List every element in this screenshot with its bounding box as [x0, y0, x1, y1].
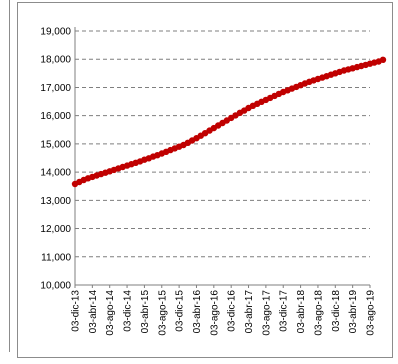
y-tick-label: 13,000: [40, 196, 71, 207]
x-tick-label: 03-dic-13: [71, 290, 82, 332]
y-tick-label: 12,000: [40, 224, 71, 235]
y-tick-label: 17,000: [40, 83, 71, 94]
x-tick-label: 03-abr-19: [348, 290, 359, 334]
x-tick-label: 03-dic-18: [331, 290, 342, 332]
y-tick-label: 16,000: [40, 111, 71, 122]
x-tick-label: 03-ago-14: [105, 290, 116, 336]
y-tick-label: 10,000: [40, 281, 71, 292]
x-tick-label: 03-abr-14: [88, 290, 99, 334]
x-tick-label: 03-ago-17: [261, 290, 272, 336]
x-tick-label: 03-dic-16: [227, 290, 238, 332]
x-tick-label: 03-dic-14: [123, 290, 134, 332]
y-tick-label: 14,000: [40, 168, 71, 179]
line-chart: 10,000 11,000 12,000 13,000 14,000 15,000 16,0…: [40, 27, 387, 336]
chart-area: 10,000 11,000 12,000 13,000 14,000 15,000 16,0…: [17, 2, 393, 358]
x-tick-label: 03-abr-15: [140, 290, 151, 334]
y-tick-label: 11,000: [41, 252, 71, 263]
x-tick-label: 03-ago-16: [209, 290, 220, 336]
y-tick-label: 18,000: [40, 55, 71, 66]
x-tick-label: 03-abr-17: [244, 290, 255, 334]
data-point: [379, 56, 387, 63]
x-tick-label: 03-dic-17: [279, 290, 290, 332]
y-tick-label: 15,000: [40, 139, 71, 150]
y-tick-label: 19,000: [40, 27, 71, 38]
x-tick-label: 03-abr-18: [296, 290, 307, 334]
x-tick-label: 03-ago-18: [313, 290, 324, 336]
left-panel-edge: [0, 0, 10, 352]
x-tick-label: 03-abr-16: [192, 290, 203, 334]
x-tick-label: 03-dic-15: [175, 290, 186, 332]
x-tick-label: 03-ago-15: [157, 290, 168, 336]
x-tick-label: 03-ago-19: [366, 290, 377, 336]
